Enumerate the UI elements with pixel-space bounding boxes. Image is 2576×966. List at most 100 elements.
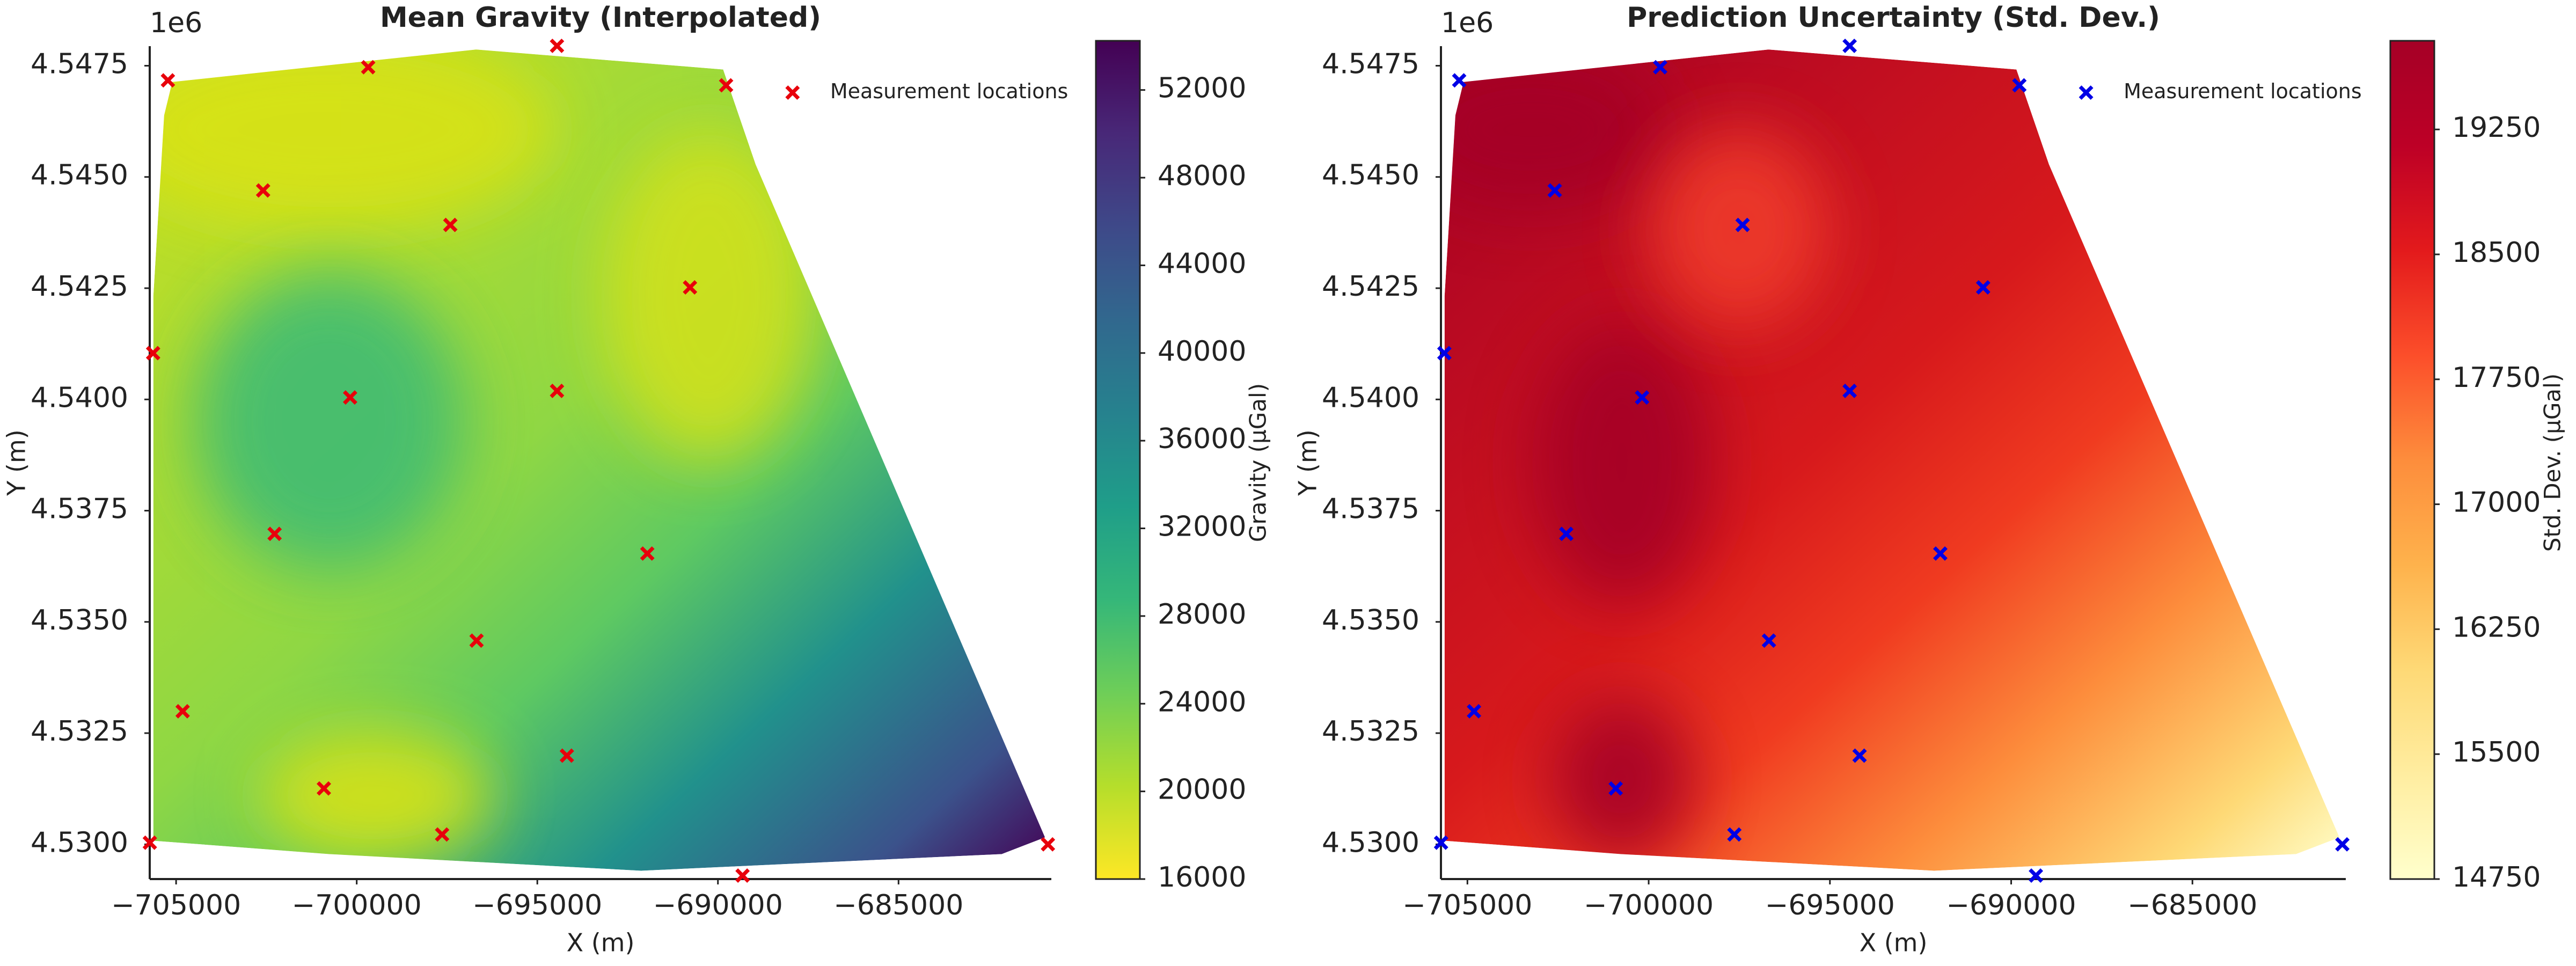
x-tick-label: −690000 bbox=[1946, 889, 2076, 921]
marker bbox=[1559, 526, 1574, 541]
legend-label: Measurement locations bbox=[830, 79, 1069, 103]
x-tick-label: −705000 bbox=[111, 889, 241, 921]
marker bbox=[2012, 78, 2027, 93]
field-blob bbox=[195, 271, 465, 571]
colorbar-tick-label: 17000 bbox=[2452, 487, 2541, 519]
chart-title: Mean Gravity (Interpolated) bbox=[380, 2, 821, 34]
colorbar-tick-label: 18500 bbox=[2452, 237, 2541, 269]
colorbar-tick-label: 20000 bbox=[1158, 774, 1246, 806]
legend-marker bbox=[2079, 85, 2094, 100]
x-tick-label: −690000 bbox=[653, 889, 783, 921]
colorbar-tick-label: 14750 bbox=[2452, 861, 2541, 894]
marker bbox=[2335, 837, 2350, 852]
y-tick-label: 4.5325 bbox=[31, 715, 128, 748]
x-tick-label: −700000 bbox=[292, 889, 422, 921]
legend-label: Measurement locations bbox=[2124, 79, 2362, 103]
y-tick-label: 4.5375 bbox=[31, 493, 128, 525]
colorbar-tick-label: 44000 bbox=[1158, 247, 1246, 280]
field-blob bbox=[258, 729, 493, 862]
x-tick-label: −705000 bbox=[1402, 889, 1532, 921]
y-tick-label: 4.5350 bbox=[1322, 604, 1419, 636]
marker bbox=[550, 383, 565, 398]
marker bbox=[267, 526, 282, 541]
marker bbox=[1653, 60, 1668, 75]
marker bbox=[1437, 346, 1452, 361]
colorbar-tick-label: 48000 bbox=[1158, 160, 1246, 192]
y-tick-label: 4.5350 bbox=[31, 604, 128, 636]
colorbar-tick-label: 15500 bbox=[2452, 736, 2541, 769]
y-tick-label: 4.5375 bbox=[1322, 493, 1419, 525]
x-tick-label: −700000 bbox=[1584, 889, 1714, 921]
marker bbox=[735, 868, 750, 883]
colorbar bbox=[2389, 40, 2435, 880]
colorbar-tick-label: 17750 bbox=[2452, 362, 2541, 394]
y-tick-label: 4.5325 bbox=[1322, 715, 1419, 748]
colorbar-tick-label: 32000 bbox=[1158, 511, 1246, 543]
colorbar-tick-label: 52000 bbox=[1158, 72, 1246, 105]
colorbar-tick-label: 16000 bbox=[1158, 861, 1246, 894]
marker bbox=[1975, 280, 1990, 295]
field-blob bbox=[153, 49, 555, 230]
marker bbox=[1727, 827, 1742, 842]
marker bbox=[1635, 390, 1650, 405]
marker bbox=[1452, 73, 1467, 88]
y-tick-label: 4.5425 bbox=[1322, 270, 1419, 303]
marker bbox=[255, 183, 270, 198]
marker bbox=[1761, 633, 1776, 648]
y-tick-label: 4.5300 bbox=[1322, 826, 1419, 859]
colorbar-tick-label: 19250 bbox=[2452, 112, 2541, 144]
marker bbox=[160, 73, 175, 88]
marker bbox=[1842, 383, 1857, 398]
field-base bbox=[153, 49, 1045, 871]
y-tick-label: 4.5300 bbox=[31, 826, 128, 859]
x-axis-label: X (m) bbox=[1860, 928, 1928, 957]
y-tick-label: 4.5475 bbox=[31, 48, 128, 80]
contour-field bbox=[153, 49, 1045, 871]
field-blob bbox=[1444, 49, 1667, 213]
marker bbox=[1842, 38, 1857, 53]
marker bbox=[1608, 781, 1623, 796]
marker bbox=[317, 781, 331, 796]
marker bbox=[145, 346, 160, 361]
offset-text: 1e6 bbox=[1441, 7, 1494, 39]
marker bbox=[640, 546, 655, 561]
y-axis-label: Y (m) bbox=[1293, 429, 1322, 496]
y-axis-label: Y (m) bbox=[2, 429, 31, 496]
marker bbox=[683, 280, 698, 295]
legend-marker bbox=[785, 85, 800, 100]
field-blob bbox=[1531, 321, 1713, 604]
chart-title: Prediction Uncertainty (Std. Dev.) bbox=[1627, 2, 2160, 34]
marker bbox=[342, 390, 357, 405]
marker bbox=[2029, 868, 2044, 883]
colorbar-tick-label: 16250 bbox=[2452, 611, 2541, 643]
marker bbox=[1433, 835, 1448, 850]
colorbar-label: Std. Dev. (μGal) bbox=[2540, 374, 2566, 552]
marker bbox=[1467, 704, 1482, 719]
y-tick-label: 4.5450 bbox=[1322, 159, 1419, 192]
marker bbox=[1933, 546, 1948, 561]
y-tick-label: 4.5400 bbox=[31, 382, 128, 414]
marker bbox=[1041, 837, 1056, 852]
colorbar-tick-label: 28000 bbox=[1158, 598, 1246, 631]
y-tick-label: 4.5450 bbox=[31, 159, 128, 192]
marker bbox=[175, 704, 190, 719]
marker bbox=[550, 38, 565, 53]
x-axis-label: X (m) bbox=[567, 928, 635, 957]
colorbar-tick-label: 36000 bbox=[1158, 423, 1246, 455]
marker bbox=[1852, 748, 1867, 763]
marker bbox=[142, 835, 157, 850]
marker bbox=[443, 217, 458, 232]
y-tick-label: 4.5400 bbox=[1322, 382, 1419, 414]
marker bbox=[559, 748, 574, 763]
y-tick-label: 4.5475 bbox=[1322, 48, 1419, 80]
offset-text: 1e6 bbox=[150, 7, 202, 39]
marker bbox=[1735, 217, 1750, 232]
field-blob bbox=[1549, 696, 1695, 862]
x-tick-label: −695000 bbox=[472, 889, 602, 921]
colorbar-label: Gravity (μGal) bbox=[1245, 383, 1271, 542]
field-blob bbox=[601, 129, 817, 463]
marker bbox=[469, 633, 484, 648]
marker bbox=[361, 60, 376, 75]
colorbar bbox=[1095, 40, 1141, 880]
